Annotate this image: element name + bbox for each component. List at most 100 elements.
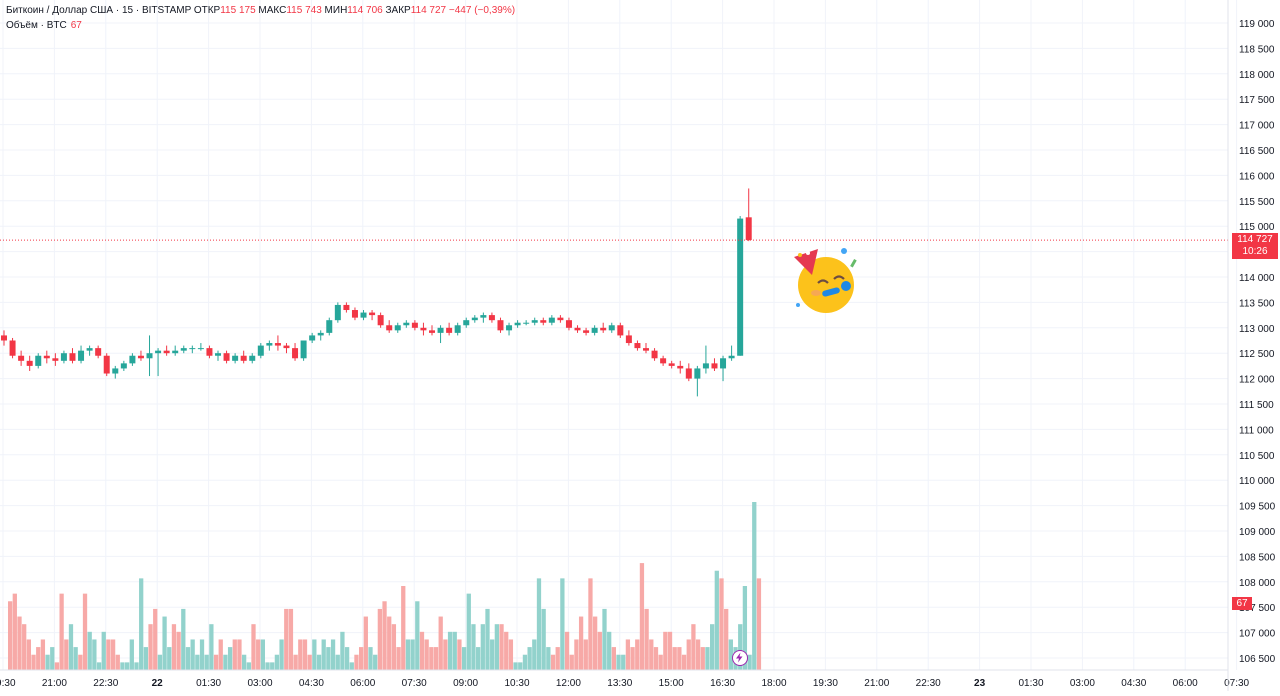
volume-bar — [607, 631, 612, 670]
volume-bar — [26, 639, 31, 670]
volume-bar — [569, 654, 574, 670]
candle-body — [617, 325, 624, 336]
volume-bar — [742, 586, 748, 670]
volume-bar — [672, 647, 677, 670]
volume-bar — [452, 631, 457, 670]
y-tick-label: 116 000 — [1239, 171, 1275, 182]
y-tick-label: 115 000 — [1239, 222, 1275, 233]
x-tick-label: 23 — [974, 678, 986, 689]
y-tick-label: 111 500 — [1239, 400, 1274, 411]
volume-bar — [747, 654, 752, 670]
candle-body — [215, 353, 221, 356]
volume-label[interactable]: Объём · BTC — [6, 20, 67, 31]
volume-bar — [714, 570, 719, 670]
symbol-legend: Биткоин / Доллар США · 15 · BITSTAMP ОТК… — [6, 5, 515, 16]
volume-bar — [330, 639, 336, 670]
volume-value: 67 — [70, 20, 82, 31]
volume-bar — [700, 647, 705, 670]
volume-bar — [447, 631, 453, 670]
volume-bar — [752, 502, 757, 670]
candle-body — [69, 353, 76, 361]
volume-bar — [195, 654, 200, 670]
volume-bar — [302, 639, 308, 670]
close-value: 114 727 — [410, 5, 447, 16]
candle-body — [137, 355, 144, 359]
candle-body — [643, 348, 649, 351]
candle-body — [506, 325, 513, 331]
volume-bar — [157, 654, 163, 670]
x-tick-label: 03:00 — [1070, 678, 1095, 689]
volume-bar — [92, 639, 97, 670]
volume-bar — [213, 654, 219, 670]
y-tick-label: 107 000 — [1239, 629, 1276, 640]
party-face-emoji-icon[interactable] — [788, 245, 860, 315]
x-tick-label: 01:30 — [1018, 678, 1043, 689]
change-value: −447 (−0,39%) — [448, 5, 516, 16]
y-tick-label: 106 500 — [1239, 654, 1276, 665]
volume-bar — [583, 639, 588, 670]
volume-bar — [153, 608, 158, 670]
volume-bar — [218, 639, 223, 670]
x-tick-label: 16:30 — [710, 678, 735, 689]
volume-bar — [466, 593, 471, 670]
candle-body — [292, 348, 299, 359]
volume-bar — [363, 616, 368, 670]
bolt-glyph — [736, 652, 743, 663]
candle-body — [737, 218, 744, 356]
volume-bar — [504, 631, 509, 670]
candle-body — [78, 350, 85, 361]
candle-body — [60, 353, 67, 361]
volume-bar — [162, 616, 167, 670]
candle-body — [420, 327, 427, 331]
candle-body — [95, 348, 102, 356]
candle-body — [360, 312, 367, 318]
volume-bar — [480, 624, 485, 670]
volume-bar — [635, 639, 640, 670]
candle-body — [18, 355, 25, 361]
lightning-icon[interactable] — [732, 650, 748, 666]
y-tick-label: 113 000 — [1239, 324, 1275, 335]
candle-body — [35, 355, 42, 366]
y-tick-label: 109 000 — [1239, 527, 1276, 538]
volume-bar — [176, 631, 181, 670]
candle-body — [386, 325, 393, 331]
volume-bar — [410, 639, 415, 670]
volume-bar — [106, 639, 111, 670]
candle-body — [565, 320, 572, 328]
volume-bar — [499, 624, 504, 670]
bar-countdown: 10:26 — [1242, 246, 1268, 257]
volume-bar — [312, 639, 317, 670]
x-tick-label: 18:00 — [761, 678, 786, 689]
low-label: МИН — [324, 5, 348, 16]
volume-bar — [87, 631, 92, 670]
volume-legend: Объём · BTC 67 — [6, 20, 82, 31]
candle-body — [531, 320, 538, 323]
last-price-value: 114 727 — [1237, 234, 1273, 245]
volume-bar — [64, 639, 69, 670]
candle-body — [720, 358, 727, 369]
symbol-title[interactable]: Биткоин / Доллар США · 15 · BITSTAMP — [6, 5, 192, 16]
volume-bar — [653, 647, 659, 670]
y-tick-label: 110 500 — [1239, 451, 1275, 462]
volume-bar — [461, 647, 467, 670]
x-tick-label: 03:00 — [247, 678, 272, 689]
candle-body — [394, 325, 401, 331]
volume-bar — [564, 631, 570, 670]
candle-body — [1, 335, 7, 341]
candle-body — [668, 363, 675, 366]
candle-body — [523, 322, 530, 324]
volume-bar — [490, 639, 495, 670]
volume-bar — [429, 647, 434, 670]
candle-body — [540, 320, 547, 323]
candle-body — [266, 343, 273, 346]
candle-body — [497, 320, 504, 331]
volume-bar — [298, 639, 303, 670]
volume-bar — [663, 631, 668, 670]
x-tick-label: 07:30 — [1224, 678, 1249, 689]
x-tick-label: 21:00 — [864, 678, 889, 689]
high-value: 115 743 — [286, 5, 322, 16]
volume-bar — [593, 616, 598, 670]
